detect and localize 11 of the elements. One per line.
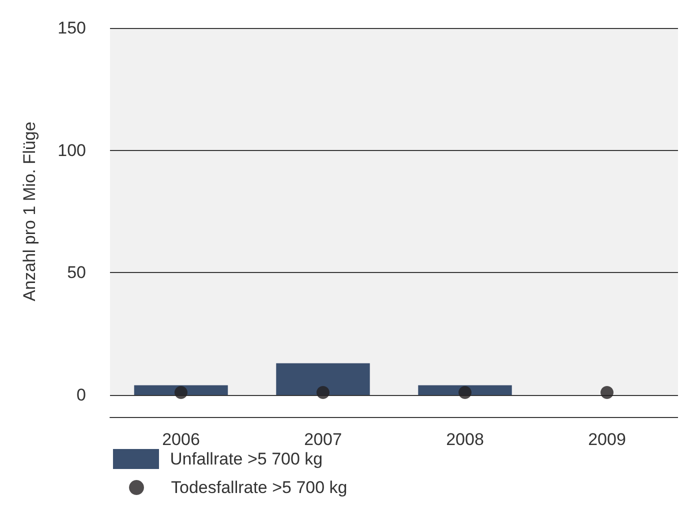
y-tick-label: 50 <box>67 263 86 282</box>
x-tick-label: 2006 <box>162 430 200 449</box>
y-tick-label: 0 <box>76 386 86 404</box>
legend-label: Todesfallrate >5 700 kg <box>171 478 348 497</box>
y-tick-label: 100 <box>58 140 86 160</box>
x-tick-label: 2009 <box>588 430 626 449</box>
y-axis-title: Anzahl pro 1 Mio. Flüge <box>20 122 39 302</box>
y-tick-label: 150 <box>58 18 86 38</box>
x-tick-label: 2007 <box>304 430 342 449</box>
legend-label: Unfallrate >5 700 kg <box>170 450 323 468</box>
x-tick-label: 2008 <box>446 430 484 449</box>
